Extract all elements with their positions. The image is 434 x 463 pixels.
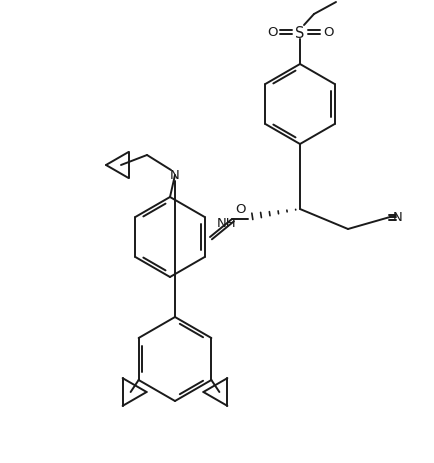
- Text: N: N: [393, 211, 403, 224]
- Text: O: O: [235, 203, 245, 216]
- Text: S: S: [295, 25, 305, 40]
- Text: NH: NH: [217, 217, 236, 230]
- Text: O: O: [323, 26, 333, 39]
- Text: O: O: [267, 26, 277, 39]
- Text: N: N: [170, 169, 180, 182]
